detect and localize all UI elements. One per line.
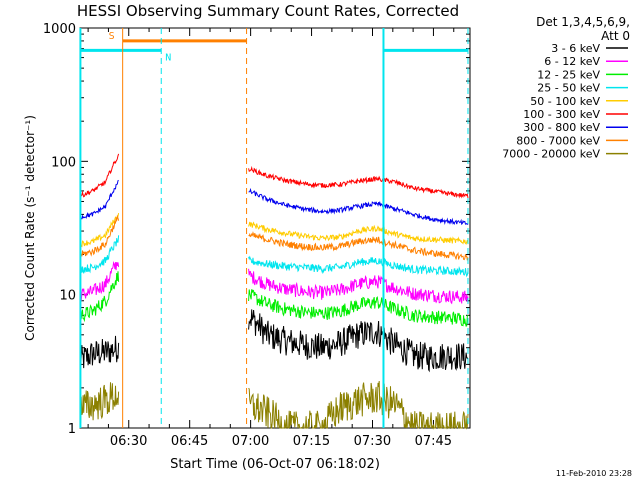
series-line: [248, 165, 469, 199]
x-tick-label: 07:00: [232, 434, 269, 449]
series-line: [248, 268, 469, 305]
series-6: [79, 179, 469, 226]
series-line: [79, 261, 120, 301]
series-line: [248, 289, 469, 327]
plot-frame: [79, 27, 471, 429]
series-7: [79, 214, 469, 261]
legend-label: 100 - 300 keV: [523, 108, 600, 121]
series-3: [79, 235, 469, 278]
series-line: [79, 382, 120, 423]
legend-label: 300 - 800 keV: [523, 121, 600, 134]
series-line: [79, 213, 120, 248]
legend-header-attenuator: Att 0: [601, 29, 630, 43]
series-line: [248, 187, 469, 226]
series-line: [248, 221, 469, 245]
y-axis-label: Corrected Count Rate (s⁻¹ detector⁻¹): [23, 115, 37, 341]
series-0: [79, 309, 469, 373]
legend-label: 25 - 50 keV: [537, 82, 600, 95]
chart-title: HESSI Observing Summary Count Rates, Cor…: [77, 2, 459, 20]
series-line: [79, 235, 120, 275]
x-tick-label: 07:45: [415, 434, 452, 449]
series-line: [79, 271, 120, 323]
legend-label: 6 - 12 keV: [544, 55, 600, 68]
series-2: [79, 271, 469, 327]
series-line: [79, 214, 120, 257]
series-line: [248, 255, 469, 278]
legend-label: 3 - 6 keV: [551, 42, 600, 55]
series-line: [79, 335, 120, 369]
y-tick-label: 100: [51, 155, 76, 170]
x-tick-labels: 06:30 06:45 07:00 07:15 07:30 07:45: [110, 434, 452, 449]
axis-ticks: [80, 28, 470, 429]
marker-label: N: [165, 52, 171, 63]
series-line: [79, 179, 119, 220]
legend-label: 12 - 25 keV: [537, 68, 600, 81]
series-8: [79, 380, 469, 430]
x-tick-label: 07:30: [354, 434, 391, 449]
marker-label: S: [109, 31, 115, 42]
series-5: [79, 153, 469, 199]
y-tick-labels: 1 10 100 1000: [43, 22, 76, 437]
series-layer: [79, 153, 469, 430]
legend-header-detectors: Det 1,3,4,5,6,9,: [536, 15, 630, 29]
series-line: [248, 380, 469, 430]
y-tick-label: 10: [59, 289, 76, 304]
series-1: [79, 261, 469, 305]
legend-label: 7000 - 20000 keV: [502, 148, 600, 161]
x-tick-label: 06:30: [110, 434, 147, 449]
series-line: [248, 231, 469, 261]
series-4: [79, 213, 469, 248]
legend-label: 50 - 100 keV: [530, 95, 600, 108]
marker-layer: SN: [79, 28, 469, 428]
x-tick-label: 06:45: [171, 434, 208, 449]
legend-label: 800 - 7000 keV: [516, 134, 600, 147]
x-axis-label: Start Time (06-Oct-07 06:18:02): [170, 457, 380, 472]
y-tick-label: 1000: [43, 22, 76, 37]
footer-date: 11-Feb-2010 23:28: [556, 469, 632, 478]
series-line: [248, 309, 469, 373]
x-tick-label: 07:15: [293, 434, 330, 449]
series-line: [79, 153, 120, 198]
y-tick-label: 1: [68, 422, 76, 437]
